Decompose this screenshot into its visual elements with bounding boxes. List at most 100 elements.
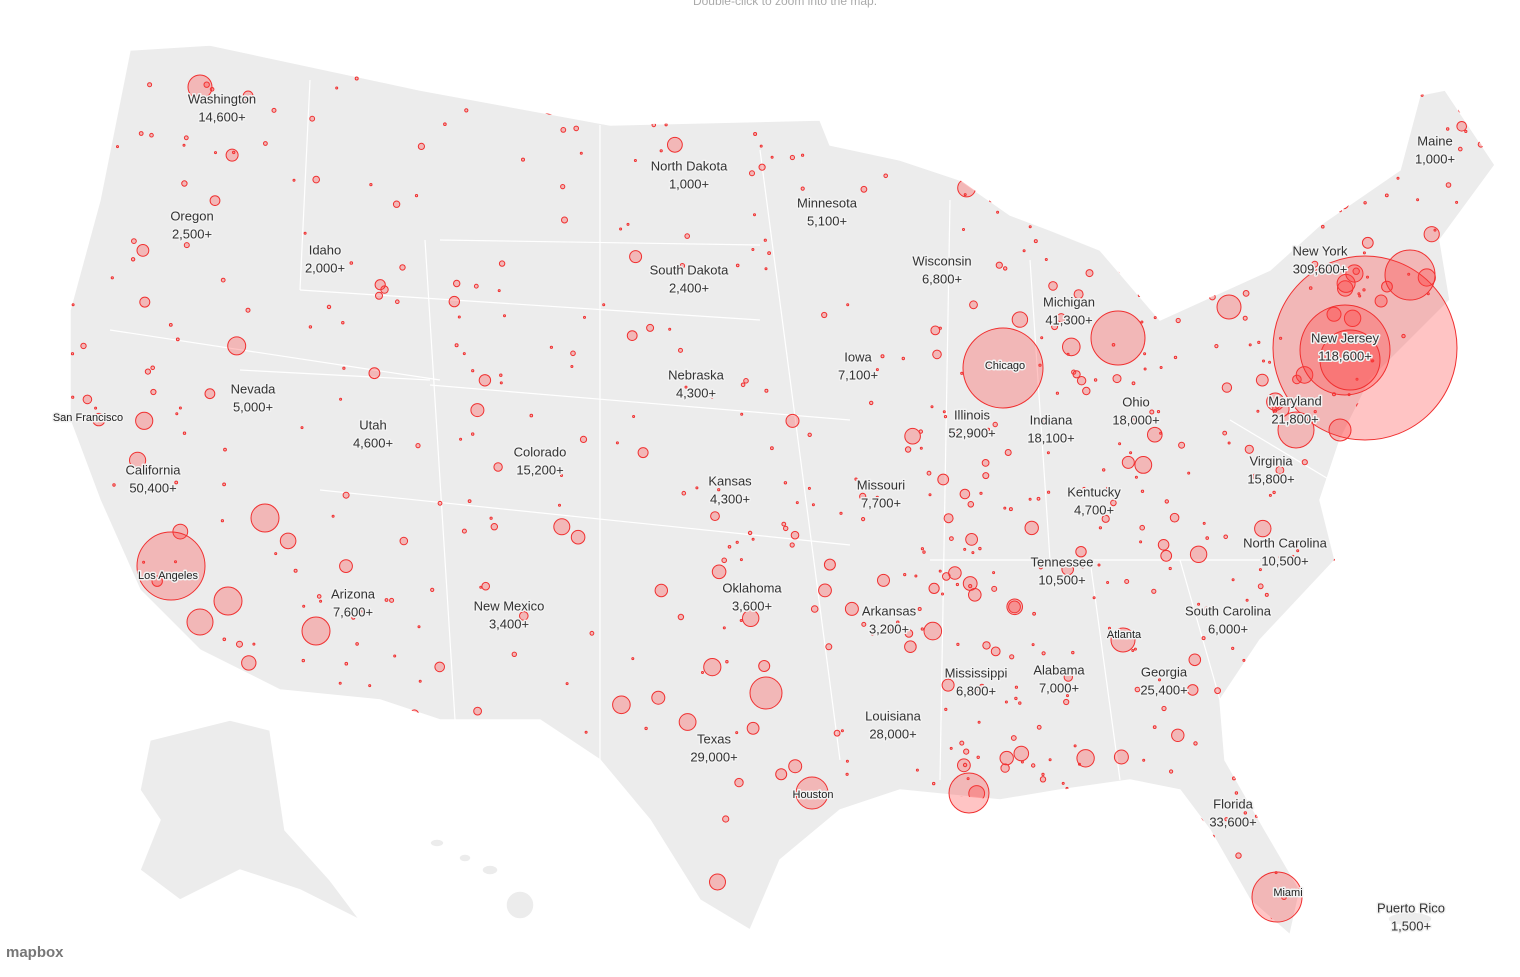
bubble xyxy=(1401,831,1413,844)
bubble xyxy=(453,279,461,288)
bubble xyxy=(976,755,980,759)
state-name: New Jersey xyxy=(1311,330,1379,345)
bubble xyxy=(1427,816,1434,823)
bubble xyxy=(1318,860,1322,864)
bubble xyxy=(1078,60,1082,63)
bubble xyxy=(684,233,691,239)
bubble xyxy=(710,395,714,399)
bubble xyxy=(279,532,297,550)
city-name: Atlanta xyxy=(1107,629,1142,641)
bubble xyxy=(1366,565,1369,569)
bubble xyxy=(183,242,190,249)
bubble xyxy=(992,571,996,575)
bubble xyxy=(1378,653,1384,659)
bubble xyxy=(1152,725,1157,729)
bubble xyxy=(615,441,619,445)
bubble xyxy=(1152,305,1161,313)
bubble xyxy=(764,388,769,393)
bubble xyxy=(1415,78,1428,90)
bubble xyxy=(1377,758,1382,763)
state-count: 7,700+ xyxy=(861,495,901,510)
bubble xyxy=(1158,678,1161,682)
state-name: Illinois xyxy=(954,407,991,422)
bubble xyxy=(932,349,942,360)
bubble xyxy=(361,609,365,613)
bubble xyxy=(991,585,998,592)
bubble xyxy=(934,817,939,822)
bubble xyxy=(393,654,397,658)
bubble xyxy=(1450,46,1466,63)
bubble xyxy=(1273,234,1286,247)
bubble xyxy=(1422,488,1431,497)
bubble xyxy=(1209,900,1225,915)
bubble xyxy=(1131,649,1135,652)
bubble xyxy=(437,500,443,506)
bubble xyxy=(1061,781,1065,785)
bubble xyxy=(986,915,992,921)
bubble xyxy=(1393,625,1408,640)
state-name: Puerto Rico xyxy=(1377,900,1445,915)
bubble xyxy=(1342,763,1350,771)
state-count: 2,400+ xyxy=(669,280,709,295)
bubble xyxy=(1311,260,1319,268)
bubble xyxy=(753,132,758,136)
bubble xyxy=(996,210,1000,214)
bubble xyxy=(94,406,98,410)
bubble xyxy=(497,289,501,293)
bubble xyxy=(80,342,87,350)
bubble xyxy=(1134,475,1138,479)
bubble xyxy=(1197,602,1201,606)
bubble xyxy=(956,642,960,647)
bubble xyxy=(1151,791,1155,794)
bubble xyxy=(1092,596,1096,600)
bubble xyxy=(1110,499,1117,507)
bubble xyxy=(1244,773,1249,777)
bubble xyxy=(418,679,422,683)
bubble xyxy=(489,924,495,930)
bubble xyxy=(345,53,351,59)
bubble xyxy=(1410,49,1414,53)
bubble xyxy=(83,921,90,927)
bubble xyxy=(511,651,517,657)
bubble xyxy=(550,871,554,875)
bubble xyxy=(904,446,912,453)
state-name: Nebraska xyxy=(668,367,724,382)
bubble xyxy=(1227,441,1231,445)
state-count: 18,100+ xyxy=(1027,430,1074,445)
bubble xyxy=(833,729,841,737)
bubble xyxy=(356,747,363,753)
state-count: 118,600+ xyxy=(1318,348,1372,363)
bubble xyxy=(1263,749,1270,757)
bubble xyxy=(664,123,668,127)
bubble xyxy=(1164,499,1170,504)
state-borders xyxy=(109,79,1331,781)
bubble xyxy=(183,135,189,141)
bubble xyxy=(1266,201,1273,209)
bubble xyxy=(1102,468,1106,472)
bubble xyxy=(1255,373,1269,387)
bubble xyxy=(703,658,722,677)
bubble xyxy=(1431,493,1446,508)
bubble xyxy=(1139,524,1145,531)
bubble xyxy=(890,97,894,101)
bubble xyxy=(579,435,588,443)
bubble xyxy=(82,394,93,405)
bubble xyxy=(1404,706,1414,716)
bubble xyxy=(1355,468,1362,475)
bubble xyxy=(326,304,332,310)
bubble xyxy=(1242,658,1246,662)
state-name: Louisiana xyxy=(865,708,921,723)
bubble xyxy=(1000,763,1010,773)
bubble xyxy=(1169,769,1174,774)
bubble xyxy=(132,587,137,593)
bubble xyxy=(1359,446,1364,451)
bubble xyxy=(1033,239,1038,244)
bubble xyxy=(963,193,967,197)
bubble xyxy=(1111,865,1129,883)
state-name: Idaho xyxy=(309,242,342,257)
bubble xyxy=(1231,646,1235,651)
bubble xyxy=(861,517,866,522)
bubble xyxy=(926,470,932,476)
bubble xyxy=(673,75,682,84)
